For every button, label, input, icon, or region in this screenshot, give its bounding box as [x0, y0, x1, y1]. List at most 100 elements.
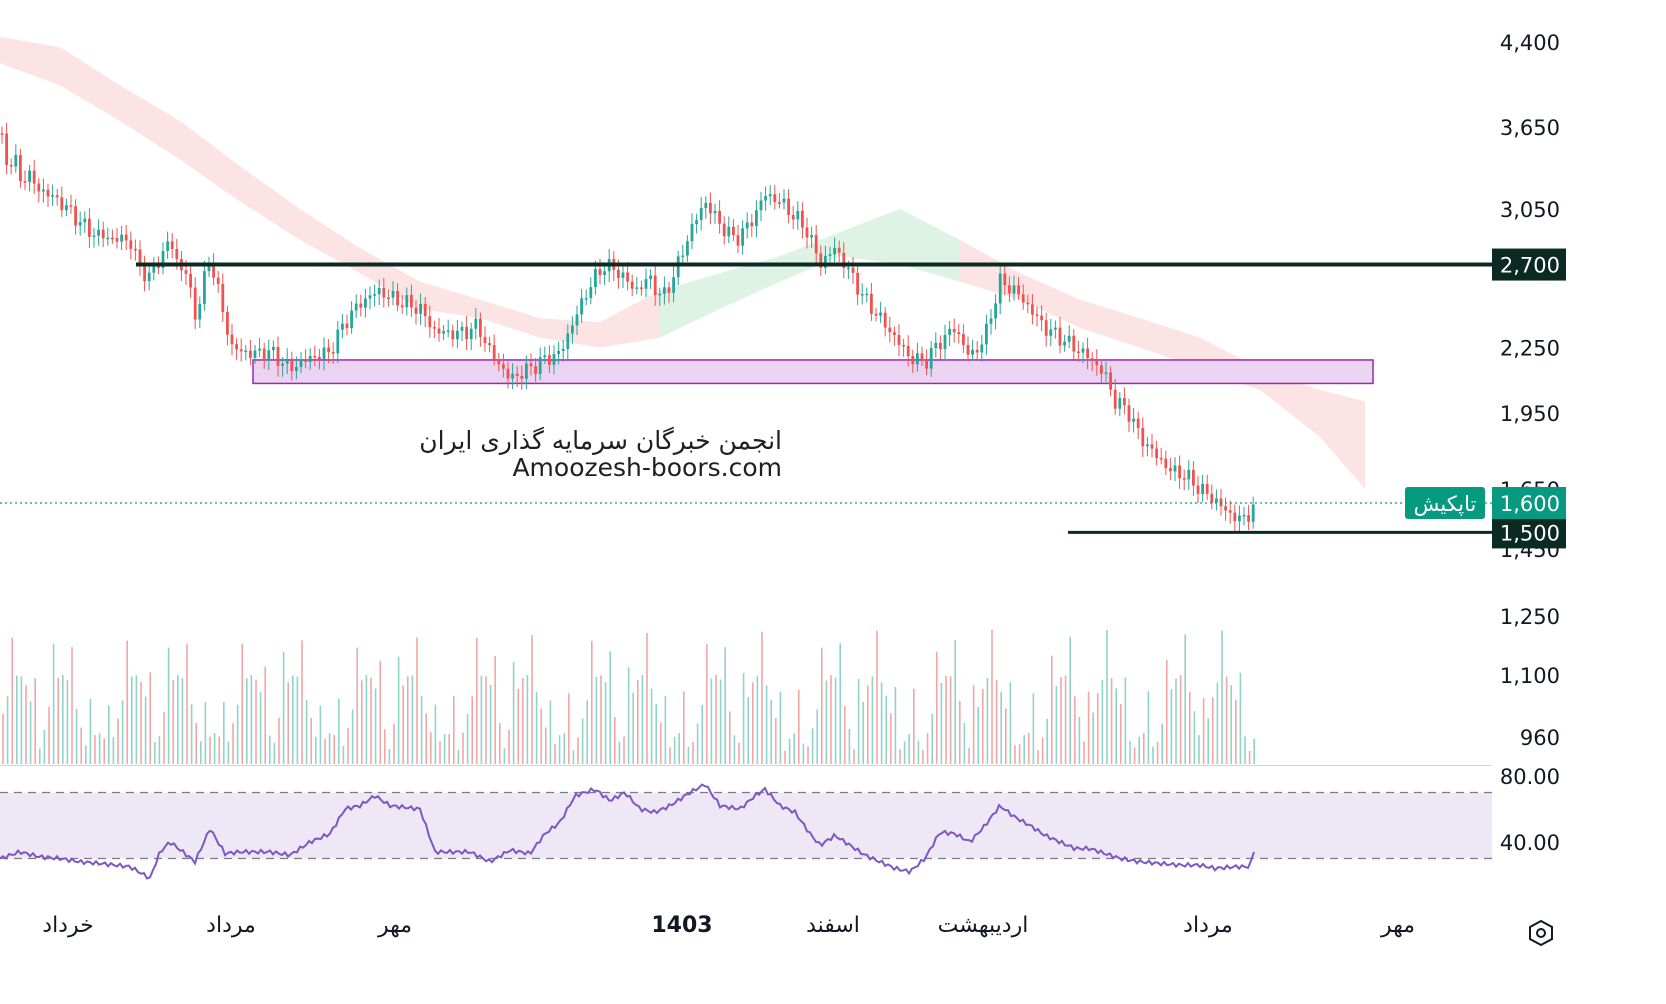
candle-body [193, 287, 197, 320]
settings-icon[interactable] [1529, 919, 1553, 947]
candle-body [1141, 428, 1145, 447]
candle-body [534, 366, 537, 375]
candle-body [290, 358, 294, 372]
candle-body [681, 255, 685, 257]
candle-body [598, 269, 602, 276]
price-tick-label: 1,100 [1500, 664, 1560, 688]
symbol-tag-label: تاپکیش [1414, 492, 1477, 516]
candle-body [184, 270, 188, 274]
candle-body [929, 348, 933, 369]
price-tick-label: 3,050 [1500, 198, 1560, 222]
symbol-tag [1405, 487, 1485, 519]
candle-body [916, 353, 919, 365]
candle-body [1205, 483, 1209, 494]
candle-body [410, 295, 413, 308]
candle-body [276, 346, 280, 366]
candle-body [741, 228, 744, 246]
support-zone [252, 359, 1374, 385]
price-tick-label: 1,250 [1500, 605, 1560, 629]
candle-body [580, 298, 583, 315]
candle-body [78, 222, 82, 226]
candle-body [1219, 498, 1223, 507]
candle-body [893, 332, 896, 336]
candle-body [962, 334, 965, 345]
candle-body [74, 206, 77, 226]
candle-body [819, 253, 823, 268]
candle-body [824, 255, 827, 268]
candle-body [322, 347, 326, 360]
cloud-segment [240, 166, 300, 240]
support-zone-rect [252, 359, 1374, 385]
candle-body [1146, 444, 1149, 447]
candle-body [497, 359, 501, 365]
candle-body [1173, 465, 1177, 472]
candle-body [1113, 389, 1117, 409]
candle-body [755, 210, 758, 227]
candle-body [152, 265, 156, 273]
candle-body [856, 272, 859, 295]
candle-body [1090, 358, 1094, 360]
resistance-tag [1492, 248, 1566, 281]
candle-body [925, 359, 928, 369]
candle-body [1233, 512, 1237, 522]
candle-body [686, 241, 689, 256]
candle-body [350, 310, 353, 329]
candle-body [975, 349, 979, 353]
time-axis[interactable]: خرداد مرداد مهر 1403 اسفند اردیبهشت مرداد مهر [42, 913, 1415, 938]
candle-body [759, 200, 763, 211]
candle-body [502, 364, 505, 369]
candle-body [377, 287, 381, 295]
candle-body [69, 205, 73, 207]
candle-body [1224, 506, 1227, 511]
candle-body [198, 303, 202, 320]
candle-body [709, 202, 712, 214]
candle-body [134, 248, 137, 251]
rsi-tick-label: 80.00 [1500, 765, 1560, 789]
candle-body [239, 349, 243, 352]
candle-body [589, 287, 593, 299]
candle-body [405, 295, 409, 308]
candle-body [989, 318, 993, 324]
candle-body [479, 318, 482, 337]
candle-body [1178, 465, 1181, 479]
candle-body [805, 227, 809, 238]
candle-body [520, 375, 524, 379]
candle-body [253, 350, 257, 358]
time-tick-label: مرداد [206, 913, 256, 938]
candle-body [1238, 515, 1241, 522]
candle-body [525, 363, 528, 379]
cloud-segment [0, 36, 60, 86]
candle-body [1012, 285, 1016, 294]
candle-body [1072, 335, 1076, 352]
price-tick-label: 1,950 [1500, 402, 1560, 426]
rsi-line [0, 783, 1255, 880]
candle-body [1196, 485, 1200, 494]
cloud-segment [1080, 299, 1140, 348]
candle-body [1159, 458, 1163, 460]
candle-body [221, 283, 225, 312]
candle-body [594, 269, 597, 288]
candle-body [543, 355, 547, 358]
candle-body [175, 248, 179, 259]
candle-body [644, 279, 648, 289]
candle-body [695, 220, 698, 225]
candle-body [207, 263, 211, 272]
candle-body [833, 247, 836, 255]
candle-body [281, 363, 284, 366]
cloud-segment [1020, 273, 1080, 328]
candle-body [1251, 504, 1255, 522]
candle-body [414, 307, 418, 314]
price-axis[interactable]: 4,4003,6503,0502,2501,9501,6501,4501,250… [1405, 31, 1566, 855]
candle-body [37, 183, 41, 192]
cloud-segment [1260, 368, 1320, 437]
candle-body [157, 265, 160, 268]
candle-body [791, 214, 795, 220]
candle-body [704, 202, 708, 209]
candle-body [939, 342, 942, 350]
candle-body [552, 354, 556, 365]
candle-body [14, 155, 18, 167]
candle-body [750, 222, 754, 227]
candle-body [561, 348, 565, 351]
candle-body [460, 326, 464, 331]
